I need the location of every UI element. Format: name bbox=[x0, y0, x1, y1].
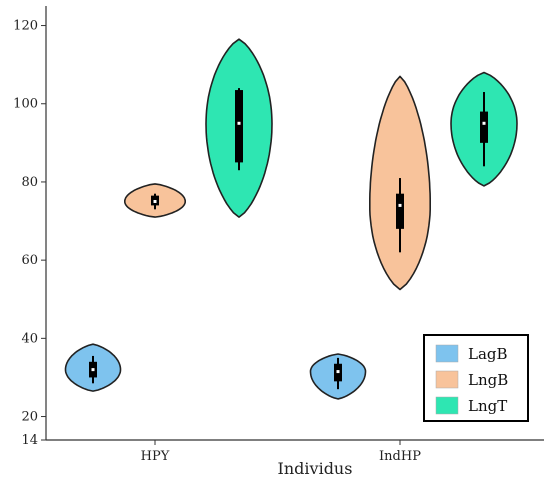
median-LngB-IndHP bbox=[398, 203, 402, 207]
box-LngB-IndHP bbox=[396, 193, 404, 229]
median-LagB-IndHP bbox=[336, 370, 340, 374]
x-tick-label: HPY bbox=[141, 449, 170, 464]
x-axis-title: Individus bbox=[278, 459, 353, 478]
legend-label-LngB: LngB bbox=[468, 371, 508, 389]
box-LngT-HPY bbox=[235, 90, 243, 163]
legend-swatch-LngB bbox=[435, 370, 459, 389]
x-axis: HPY IndHP bbox=[141, 440, 421, 464]
median-LngT-HPY bbox=[237, 121, 241, 125]
box-LngT-IndHP bbox=[480, 111, 488, 143]
y-tick-label: 60 bbox=[21, 253, 38, 268]
median-LngB-HPY bbox=[153, 199, 157, 203]
y-tick-label: 100 bbox=[13, 97, 38, 112]
violins bbox=[64, 38, 518, 400]
plot-area bbox=[45, 6, 544, 441]
legend-swatch-LagB bbox=[435, 344, 459, 363]
median-LngT-IndHP bbox=[482, 121, 486, 125]
y-axis: 14 20 40 60 80 100 120 bbox=[13, 19, 46, 448]
median-LagB-HPY bbox=[91, 368, 95, 372]
x-tick-label: IndHP bbox=[379, 449, 421, 464]
y-tick-label: 80 bbox=[21, 175, 38, 190]
y-tick-label: 40 bbox=[21, 331, 38, 346]
legend: LagB LngB LngT bbox=[423, 334, 529, 422]
legend-label-LagB: LagB bbox=[468, 345, 508, 363]
y-tick-label: 120 bbox=[13, 19, 38, 34]
legend-swatch-LngT bbox=[435, 396, 459, 415]
legend-label-LngT: LngT bbox=[468, 397, 507, 415]
y-tick-label: 20 bbox=[21, 410, 38, 425]
y-tick-label: 14 bbox=[21, 433, 38, 448]
